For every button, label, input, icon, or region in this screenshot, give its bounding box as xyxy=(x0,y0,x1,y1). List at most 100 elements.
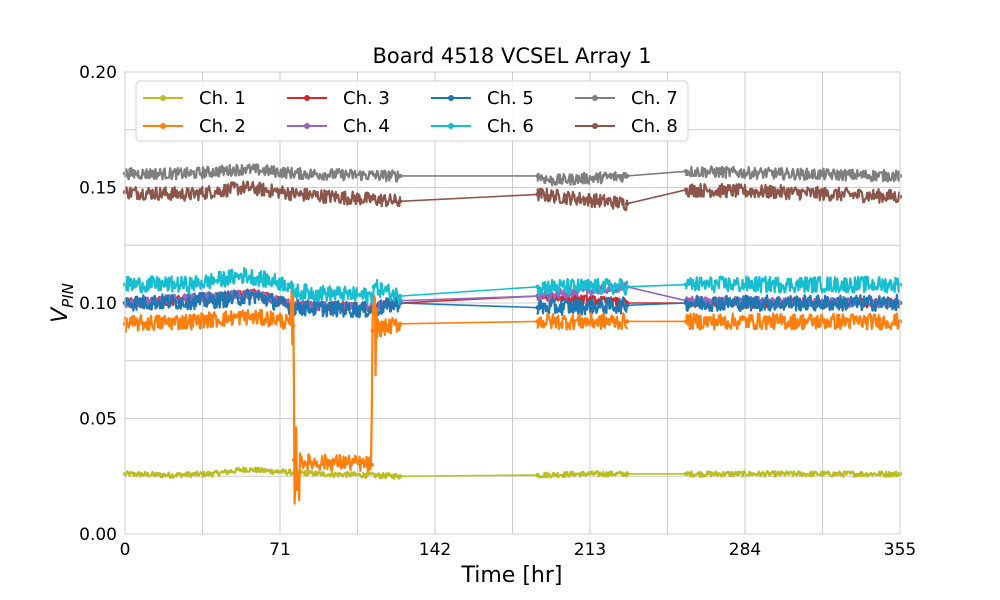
data-point xyxy=(535,173,540,179)
gap-connector xyxy=(626,189,687,205)
series-band xyxy=(536,277,629,296)
legend-label: Ch. 1 xyxy=(199,88,246,109)
legend-label: Ch. 3 xyxy=(343,88,390,109)
gap-connector xyxy=(626,286,687,302)
series-band xyxy=(123,288,402,505)
series-band xyxy=(685,182,901,204)
x-tick-labels: 0 71 142 213 284 355 xyxy=(120,540,917,560)
legend-item: Ch. 2 xyxy=(143,116,246,137)
data-point xyxy=(683,300,689,306)
series-ch-2 xyxy=(122,288,903,505)
x-axis-label: Time [hr] xyxy=(461,563,563,588)
series-band xyxy=(685,312,901,331)
data-point xyxy=(535,472,540,478)
data-point xyxy=(242,314,248,320)
series-ch-5 xyxy=(122,288,903,319)
series-band xyxy=(124,180,402,208)
data-point xyxy=(624,173,630,179)
gap-connector xyxy=(627,302,687,307)
legend-item: Ch. 8 xyxy=(575,116,678,137)
data-point xyxy=(371,284,377,290)
series-band xyxy=(685,165,901,183)
y-tick-label: 0.15 xyxy=(79,179,117,199)
data-point xyxy=(397,199,403,204)
data-point xyxy=(370,328,375,333)
data-point xyxy=(297,192,302,197)
y-axis-label-main: V xyxy=(48,306,73,323)
gap-connector xyxy=(627,170,687,177)
data-point xyxy=(535,319,540,324)
legend-item: Ch. 3 xyxy=(287,88,390,109)
data-point xyxy=(683,187,689,193)
legend-label: Ch. 5 xyxy=(487,88,534,109)
gap-connector xyxy=(400,286,538,297)
gap-connector xyxy=(400,193,538,203)
gap-connector xyxy=(627,283,687,288)
x-tick-label: 71 xyxy=(269,540,291,560)
plot-frame xyxy=(124,71,901,535)
data-point xyxy=(253,293,259,299)
plot-area xyxy=(122,71,903,535)
legend-label: Ch. 6 xyxy=(487,116,534,137)
data-point xyxy=(297,171,302,176)
legend-item: Ch. 4 xyxy=(287,116,390,137)
legend-item: Ch. 1 xyxy=(143,88,246,109)
data-point xyxy=(624,319,630,324)
data-point xyxy=(242,185,248,190)
data-point xyxy=(290,289,296,294)
data-point xyxy=(290,323,296,329)
data-point xyxy=(683,471,689,477)
data-point xyxy=(777,471,783,477)
legend-item: Ch. 5 xyxy=(431,88,534,109)
data-point xyxy=(362,472,368,478)
legend-label: Ch. 4 xyxy=(343,116,390,137)
data-point xyxy=(624,471,630,477)
x-tick-label: 142 xyxy=(419,540,451,560)
legend-marker xyxy=(160,123,166,129)
gap-connector xyxy=(400,474,538,478)
x-tick-label: 213 xyxy=(574,540,606,560)
data-point xyxy=(397,321,403,326)
data-point xyxy=(166,472,171,478)
y-tick-labels: 0.00 0.05 0.10 0.15 0.20 xyxy=(79,63,117,545)
legend-marker xyxy=(304,95,310,101)
legend-marker xyxy=(160,95,166,101)
legend-marker xyxy=(448,95,454,101)
y-tick-label: 0.00 xyxy=(79,525,117,545)
data-point xyxy=(275,469,281,474)
data-point xyxy=(624,303,630,308)
data-point xyxy=(275,316,281,322)
data-point xyxy=(683,169,689,174)
legend-marker xyxy=(592,95,598,101)
data-point xyxy=(188,171,193,176)
data-point xyxy=(286,282,291,287)
legend-item: Ch. 7 xyxy=(575,88,678,109)
data-point xyxy=(624,201,630,206)
gap-connector xyxy=(400,302,538,309)
series-band xyxy=(536,187,629,212)
series-band xyxy=(536,171,628,187)
series-band xyxy=(536,312,628,331)
gap-connector xyxy=(400,320,538,325)
data-point xyxy=(188,282,193,287)
data-point xyxy=(319,471,324,477)
data-point xyxy=(397,293,403,299)
data-point xyxy=(188,192,193,197)
legend: Ch. 1 Ch. 2 Ch. 3 Ch. 4 Ch. 5 Ch. 6 Ch. 7 Ch. 8 xyxy=(135,80,689,142)
data-point xyxy=(369,462,374,467)
legend-frame xyxy=(135,80,689,142)
legend-marker xyxy=(304,123,310,129)
series-band xyxy=(685,275,901,294)
chart-title: Board 4518 VCSEL Array 1 xyxy=(372,44,651,68)
data-point xyxy=(291,457,297,463)
data-point xyxy=(683,282,689,287)
data-point xyxy=(397,173,403,179)
x-tick-label: 355 xyxy=(884,540,916,560)
y-tick-label: 0.05 xyxy=(79,410,117,430)
x-tick-label: 284 xyxy=(729,540,761,560)
legend-label: Ch. 7 xyxy=(631,88,678,109)
series-band xyxy=(685,293,901,313)
data-point xyxy=(242,166,248,172)
legend-item: Ch. 6 xyxy=(431,116,534,137)
legend-marker xyxy=(592,123,598,129)
